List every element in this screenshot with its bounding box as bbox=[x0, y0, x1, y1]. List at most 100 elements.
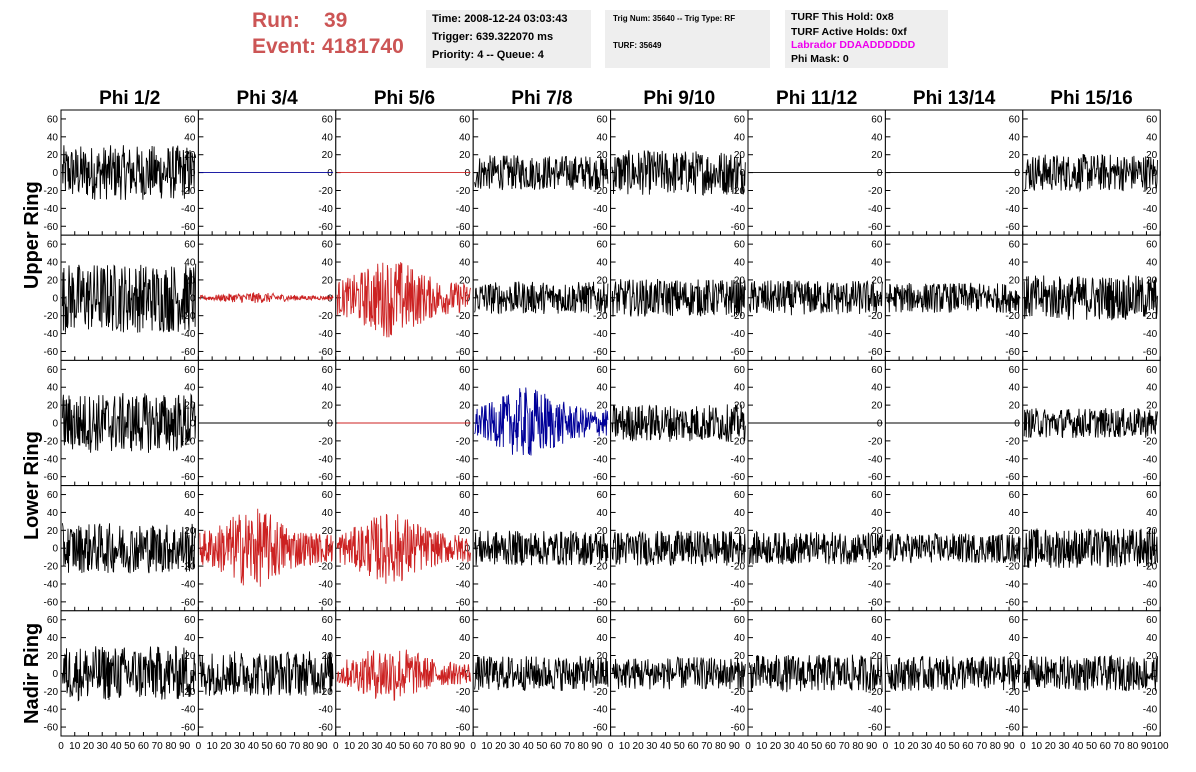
y-tick-label: 20 bbox=[734, 401, 746, 412]
ring-label: Upper Ring bbox=[21, 181, 43, 289]
y-tick-label: 20 bbox=[1009, 526, 1021, 537]
y-tick-label: -40 bbox=[1143, 204, 1158, 215]
x-tick-label: 100 bbox=[1152, 741, 1169, 752]
y-tick-label: -60 bbox=[731, 597, 746, 608]
y-tick-label: -40 bbox=[44, 204, 59, 215]
y-tick-label: 40 bbox=[596, 132, 608, 143]
y-tick-label: 0 bbox=[52, 168, 58, 179]
y-tick-label: 60 bbox=[184, 615, 196, 626]
y-tick-label: -60 bbox=[181, 222, 196, 233]
x-tick-label: 60 bbox=[275, 741, 287, 752]
y-tick-label: 60 bbox=[47, 114, 59, 125]
y-tick-label: 40 bbox=[871, 258, 883, 269]
y-tick-label: -40 bbox=[318, 454, 333, 465]
y-tick-label: 40 bbox=[734, 258, 746, 269]
y-tick-label: 20 bbox=[459, 401, 471, 412]
y-tick-label: 60 bbox=[459, 615, 471, 626]
y-tick-label: 20 bbox=[871, 275, 883, 286]
y-tick-label: -20 bbox=[731, 562, 746, 573]
y-tick-label: -40 bbox=[1143, 329, 1158, 340]
x-tick-label: 50 bbox=[536, 741, 548, 752]
waveform-trace bbox=[474, 655, 609, 691]
y-tick-label: 40 bbox=[322, 258, 334, 269]
run-value: 39 bbox=[324, 9, 348, 32]
y-tick-label: 20 bbox=[596, 401, 608, 412]
y-tick-label: -60 bbox=[44, 723, 59, 734]
x-tick-label: 50 bbox=[674, 741, 686, 752]
y-tick-label: -20 bbox=[1005, 562, 1020, 573]
y-tick-label: -40 bbox=[318, 705, 333, 716]
turf-active-holds-text: TURF Active Holds: 0xf bbox=[791, 26, 907, 38]
y-tick-label: 60 bbox=[871, 615, 883, 626]
y-tick-label: -20 bbox=[868, 436, 883, 447]
y-tick-label: -60 bbox=[1005, 723, 1020, 734]
y-tick-label: 60 bbox=[322, 615, 334, 626]
x-tick-label: 70 bbox=[839, 741, 851, 752]
y-tick-label: 20 bbox=[47, 150, 59, 161]
y-tick-label: -20 bbox=[593, 687, 608, 698]
y-tick-label: 60 bbox=[1146, 615, 1158, 626]
y-tick-label: 20 bbox=[871, 401, 883, 412]
y-tick-label: 60 bbox=[184, 114, 196, 125]
y-tick-label: -20 bbox=[1005, 186, 1020, 197]
y-tick-label: -40 bbox=[868, 579, 883, 590]
y-tick-label: 40 bbox=[871, 383, 883, 394]
x-tick-label: 10 bbox=[756, 741, 768, 752]
y-tick-label: 0 bbox=[877, 669, 883, 680]
y-tick-label: -40 bbox=[731, 705, 746, 716]
y-tick-label: 60 bbox=[184, 240, 196, 251]
x-tick-label: 70 bbox=[976, 741, 988, 752]
y-tick-label: -60 bbox=[456, 723, 471, 734]
y-tick-label: -20 bbox=[731, 311, 746, 322]
x-tick-label: 40 bbox=[248, 741, 260, 752]
y-tick-label: -40 bbox=[1005, 454, 1020, 465]
x-tick-label: 50 bbox=[124, 741, 136, 752]
x-tick-label: 10 bbox=[344, 741, 356, 752]
waveform-trace bbox=[61, 145, 197, 200]
y-tick-label: -20 bbox=[731, 687, 746, 698]
y-tick-label: -20 bbox=[456, 562, 471, 573]
waveform-trace bbox=[886, 532, 1021, 564]
y-tick-label: 60 bbox=[596, 365, 608, 376]
y-tick-label: -20 bbox=[868, 186, 883, 197]
y-tick-label: -60 bbox=[456, 472, 471, 483]
time-text: Time: 2008-12-24 03:03:43 bbox=[432, 13, 568, 25]
y-tick-label: 20 bbox=[47, 275, 59, 286]
y-tick-label: 20 bbox=[1009, 651, 1021, 662]
y-tick-label: -20 bbox=[1143, 687, 1158, 698]
trig-info-box: Trig Num: 35640 -- Trig Type: RF TURF: 3… bbox=[605, 10, 770, 68]
waveform-trace bbox=[611, 404, 746, 442]
x-tick-label: 20 bbox=[633, 741, 645, 752]
x-tick-label: 90 bbox=[454, 741, 466, 752]
y-tick-label: 60 bbox=[871, 114, 883, 125]
y-tick-label: -40 bbox=[868, 705, 883, 716]
y-tick-label: 0 bbox=[739, 544, 745, 555]
y-tick-label: -60 bbox=[1005, 222, 1020, 233]
y-tick-label: -40 bbox=[593, 579, 608, 590]
y-tick-label: 0 bbox=[1014, 419, 1020, 430]
y-tick-label: -20 bbox=[44, 311, 59, 322]
run-event-box: Run: 39 Event: 4181740 bbox=[252, 8, 422, 60]
y-tick-label: 40 bbox=[1009, 508, 1021, 519]
x-tick-label: 10 bbox=[619, 741, 631, 752]
labrador-text: Labrador DDAADDDDDD bbox=[791, 39, 916, 51]
y-tick-label: -40 bbox=[456, 705, 471, 716]
y-tick-label: -40 bbox=[181, 204, 196, 215]
x-tick-label: 40 bbox=[523, 741, 535, 752]
waveform-trace bbox=[474, 155, 609, 191]
x-tick-label: 10 bbox=[69, 741, 81, 752]
y-tick-label: -60 bbox=[731, 723, 746, 734]
y-tick-label: -60 bbox=[1143, 472, 1158, 483]
y-tick-label: -40 bbox=[456, 204, 471, 215]
y-tick-label: 20 bbox=[1009, 150, 1021, 161]
y-tick-label: -40 bbox=[456, 454, 471, 465]
y-tick-label: -40 bbox=[456, 579, 471, 590]
y-tick-label: -40 bbox=[44, 329, 59, 340]
y-tick-label: 60 bbox=[1146, 490, 1158, 501]
y-tick-label: -60 bbox=[1143, 347, 1158, 358]
x-tick-label: 10 bbox=[1031, 741, 1043, 752]
ring-label: Lower Ring bbox=[21, 431, 43, 540]
waveform-trace bbox=[336, 649, 471, 701]
y-tick-label: 40 bbox=[47, 132, 59, 143]
y-tick-label: 20 bbox=[322, 150, 334, 161]
